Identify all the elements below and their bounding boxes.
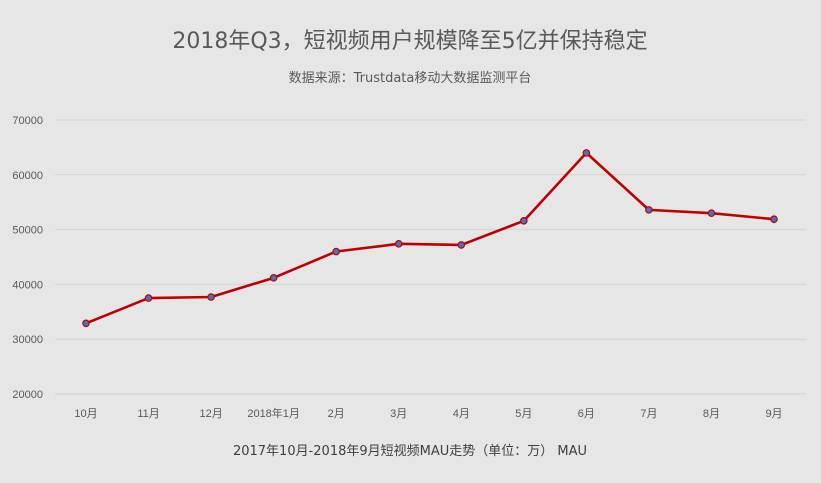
x-tick-label: 4月 xyxy=(453,408,470,420)
x-tick-label: 6月 xyxy=(578,408,595,420)
data-point xyxy=(332,247,340,256)
x-tick-label: 12月 xyxy=(199,408,222,420)
chart-title: 2018年Q3，短视频用户规模降至5亿并保持稳定 xyxy=(172,29,647,54)
x-axis: 10月 11月 12月 2018年1月 2月 3月 4月 5月 6月 7月 8月 9月 xyxy=(74,406,782,420)
y-tick-label: 30000 xyxy=(12,334,43,346)
grid xyxy=(55,119,806,395)
chart-subtitle: 数据来源：Trustdata移动大数据监测平台 xyxy=(289,71,532,86)
series-line xyxy=(85,151,775,325)
data-point xyxy=(144,294,153,302)
data-point xyxy=(394,240,403,248)
y-axis: 20000 30000 40000 50000 60000 70000 xyxy=(12,115,43,401)
y-tick-label: 20000 xyxy=(12,389,43,401)
y-tick-label: 50000 xyxy=(12,225,43,237)
x-tick-label: 8月 xyxy=(703,408,720,420)
data-point xyxy=(707,209,716,217)
x-tick-label: 3月 xyxy=(390,408,407,420)
x-tick-label: 9月 xyxy=(765,408,782,420)
x-tick-label: 2月 xyxy=(328,408,345,420)
series xyxy=(82,149,778,328)
y-tick-label: 60000 xyxy=(12,170,43,182)
data-point xyxy=(582,149,591,157)
y-tick-label: 40000 xyxy=(12,279,43,291)
x-tick-label: 2018年1月 xyxy=(247,406,300,420)
data-point xyxy=(207,293,215,301)
data-point xyxy=(770,215,778,223)
x-tick-label: 7月 xyxy=(640,408,657,420)
y-tick-label: 70000 xyxy=(12,115,43,127)
data-point xyxy=(520,217,528,225)
data-point xyxy=(645,206,653,214)
x-tick-label: 11月 xyxy=(137,408,159,420)
x-tick-label: 5月 xyxy=(515,408,532,420)
x-tick-label: 10月 xyxy=(74,408,97,420)
data-point xyxy=(269,274,278,282)
data-point xyxy=(457,241,466,249)
data-point xyxy=(82,319,90,328)
x-axis-title: 2017年10月-2018年9月短视频MAU走势（单位：万） MAU xyxy=(233,443,587,459)
